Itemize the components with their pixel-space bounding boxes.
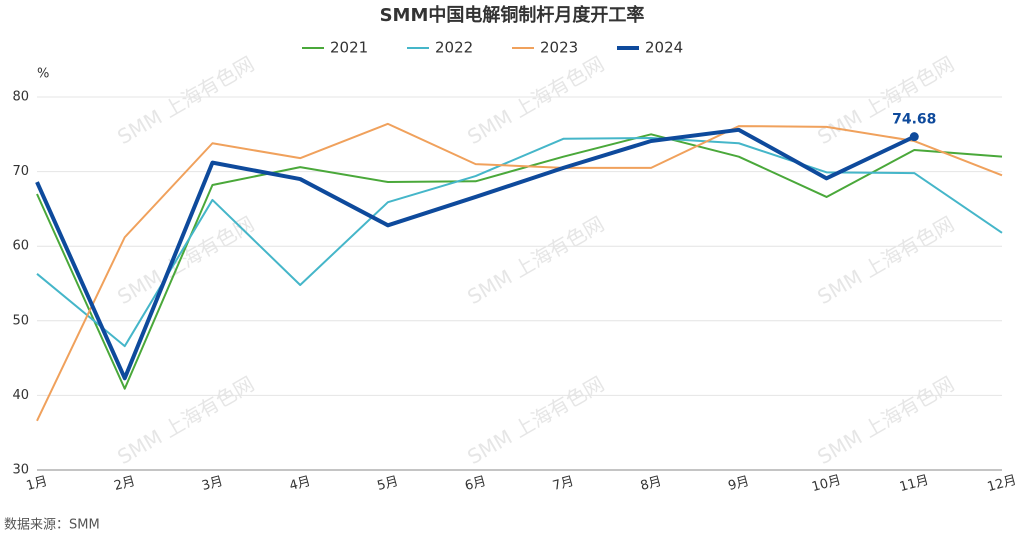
x-tick-label: 10月 [810,473,842,495]
y-unit: % [37,67,49,82]
y-tick-label: 40 [12,388,29,403]
x-tick-label: 9月 [727,474,751,494]
x-tick-label: 7月 [551,474,575,494]
chart-title: SMM中国电解铜制杆月度开工率 [380,4,645,26]
watermarks: SMM 上海有色网 SMM 上海有色网 SMM 上海有色网 SMM 上海有色网 SMM … [113,52,958,470]
y-tick-label: 70 [12,164,29,179]
watermark: SMM 上海有色网 [463,52,608,150]
watermark: SMM 上海有色网 [813,372,958,470]
x-tick-label: 4月 [288,474,312,494]
data-label: 74.68 [892,112,936,128]
legend-label: 2022 [435,39,473,57]
series-line [36,122,1003,422]
watermark: SMM 上海有色网 [463,212,608,310]
legend-label: 2023 [540,39,578,57]
legend-label: 2024 [645,39,683,57]
y-tick-label: 80 [12,90,29,105]
x-tick-label: 8月 [639,474,663,494]
y-tick-label: 60 [12,239,29,254]
legend-label: 2021 [330,39,368,57]
series-line [35,127,916,381]
x-tick-label: 5月 [376,474,400,494]
watermark: SMM 上海有色网 [813,52,958,150]
y-tick-label: 50 [12,313,29,328]
watermark: SMM 上海有色网 [463,372,608,470]
y-tick-label: 30 [12,463,29,478]
x-tick-label: 1月 [25,474,49,494]
x-tick-label: 12月 [986,473,1018,495]
series-line [36,133,1003,390]
source: 数据来源：SMM [4,518,100,533]
watermark: SMM 上海有色网 [813,212,958,310]
x-tick-label: 11月 [898,473,930,495]
watermark: SMM 上海有色网 [113,52,258,150]
x-tick-label: 6月 [463,474,487,494]
point-marker [909,132,919,142]
x-tick-label: 3月 [200,474,224,494]
x-tick-label: 2月 [113,474,137,494]
watermark: SMM 上海有色网 [113,372,258,470]
